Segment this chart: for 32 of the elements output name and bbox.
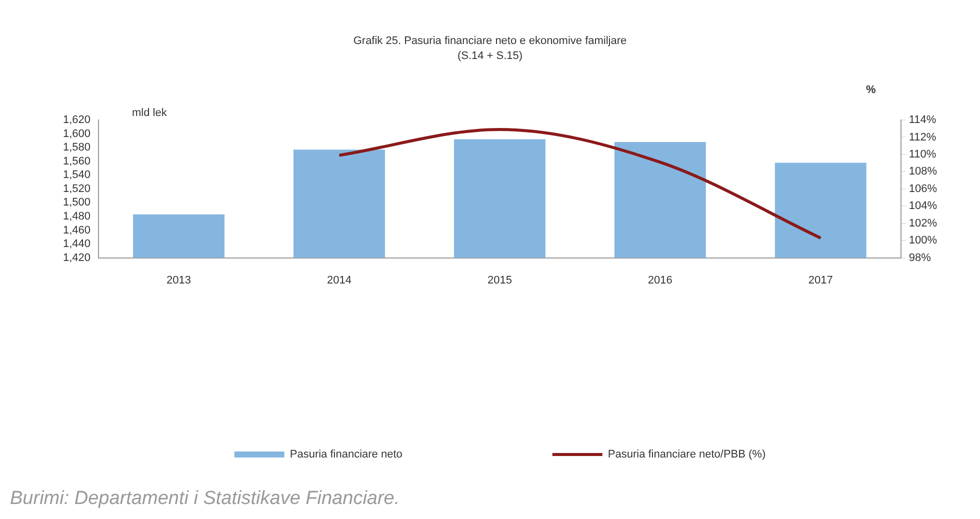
y-axis-title: mld lek (132, 107, 167, 119)
y-tick-label: 1,540 (62, 169, 91, 182)
legend-label: Pasuria financiare neto/PBB (%) (608, 448, 766, 461)
y-tick-label: 1,480 (62, 210, 91, 222)
y2-tick-label: 112% (908, 131, 936, 144)
x-tick-label: 2015 (487, 274, 512, 286)
y-tick-label: 1,420 (62, 252, 91, 264)
text: Burimi: Departamenti i Statistikave Financiare. (10, 488, 400, 510)
y2-tick-label: 100% (908, 234, 938, 247)
x-tick-label: 2016 (648, 274, 672, 286)
y2-tick-label: 98% (908, 252, 932, 264)
legend-label: Pasuria financiare neto (290, 448, 402, 461)
y-tick-label: 1,520 (62, 182, 91, 195)
chart-title: Grafik 25. Pasuria financiare neto e ekonomive familjare (S.14 + S.15) (352, 34, 628, 64)
y2-axis-title: % (866, 84, 876, 96)
y2-tick-label: 108% (908, 166, 938, 178)
x-tick-label: 2013 (166, 274, 192, 286)
x-tick-label: 2017 (808, 274, 833, 286)
y-tick-label: 1,460 (62, 224, 91, 236)
y-tick-label: 1,560 (62, 155, 91, 168)
y-tick-label: 1,600 (62, 128, 91, 140)
y-tick-label: 1,580 (62, 142, 91, 154)
x-tick-label: 2014 (326, 274, 352, 286)
line-series (338, 128, 822, 240)
y2-tick-label: 104% (908, 200, 938, 212)
y-tick-label: 1,440 (62, 238, 91, 250)
y2-tick-label: 110% (908, 148, 936, 160)
y-tick-label: 1,620 (62, 114, 91, 126)
y-tick-label: 1,500 (62, 196, 91, 209)
y2-tick-label: 102% (908, 217, 938, 230)
y2-tick-label: 106% (908, 182, 938, 195)
y2-tick-label: 114% (908, 114, 936, 126)
